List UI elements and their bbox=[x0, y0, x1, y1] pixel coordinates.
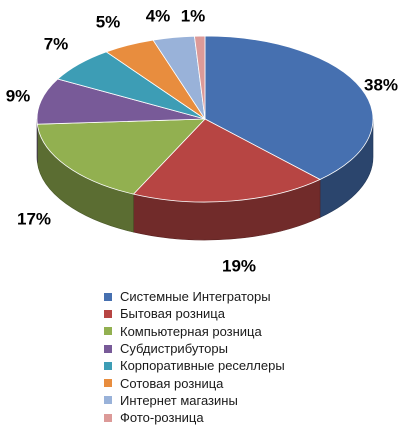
legend-item: Сотовая розница bbox=[104, 374, 285, 391]
pie-slice bbox=[36, 118, 206, 195]
legend-item: Корпоративные реселлеры bbox=[104, 357, 285, 374]
legend-label: Интернет магазины bbox=[120, 392, 238, 408]
data-label: 17% bbox=[17, 209, 51, 228]
legend-label: Бытовая розница bbox=[120, 306, 225, 322]
data-label: 1% bbox=[181, 6, 206, 25]
legend-label: Компьютерная розница bbox=[120, 323, 262, 339]
pie-slices bbox=[36, 35, 374, 203]
data-label: 19% bbox=[222, 256, 256, 275]
legend-label: Системные Интеграторы bbox=[120, 289, 271, 305]
data-label: 4% bbox=[146, 6, 171, 25]
data-labels: 38% 19% 17% 9% 7% 5% 4% 1% bbox=[6, 6, 398, 275]
data-label: 9% bbox=[6, 86, 31, 105]
legend-swatch bbox=[104, 327, 112, 336]
pie-slice bbox=[36, 78, 206, 125]
legend-swatch bbox=[104, 379, 112, 388]
legend-swatch bbox=[104, 413, 112, 422]
pie-chart: 38% 19% 17% 9% 7% 5% 4% 1% bbox=[6, 6, 398, 275]
legend-item: Бытовая розница bbox=[104, 305, 285, 322]
pie-slice bbox=[132, 118, 321, 203]
legend-item: Фото-розница bbox=[104, 409, 285, 426]
chart-legend: Системные Интеграторы Бытовая розница Комп… bbox=[104, 288, 285, 426]
legend-label: Корпоративные реселлеры bbox=[120, 358, 285, 374]
legend-swatch bbox=[104, 344, 112, 353]
legend-label: Фото-розница bbox=[120, 410, 204, 426]
legend-item: Системные Интеграторы bbox=[104, 288, 285, 305]
data-label: 7% bbox=[44, 34, 69, 53]
legend-label: Субдистрибуторы bbox=[120, 341, 228, 357]
data-label: 5% bbox=[96, 12, 121, 31]
legend-item: Субдистрибуторы bbox=[104, 340, 285, 357]
legend-swatch bbox=[104, 396, 112, 405]
legend-swatch bbox=[104, 292, 112, 301]
legend-swatch bbox=[104, 309, 112, 318]
pie-slice bbox=[193, 35, 206, 120]
legend-item: Компьютерная розница bbox=[104, 323, 285, 340]
legend-swatch bbox=[104, 361, 112, 370]
pie-slice bbox=[204, 35, 374, 180]
legend-item: Интернет магазины bbox=[104, 392, 285, 409]
legend-label: Сотовая розница bbox=[120, 375, 224, 391]
data-label: 38% bbox=[364, 75, 398, 94]
